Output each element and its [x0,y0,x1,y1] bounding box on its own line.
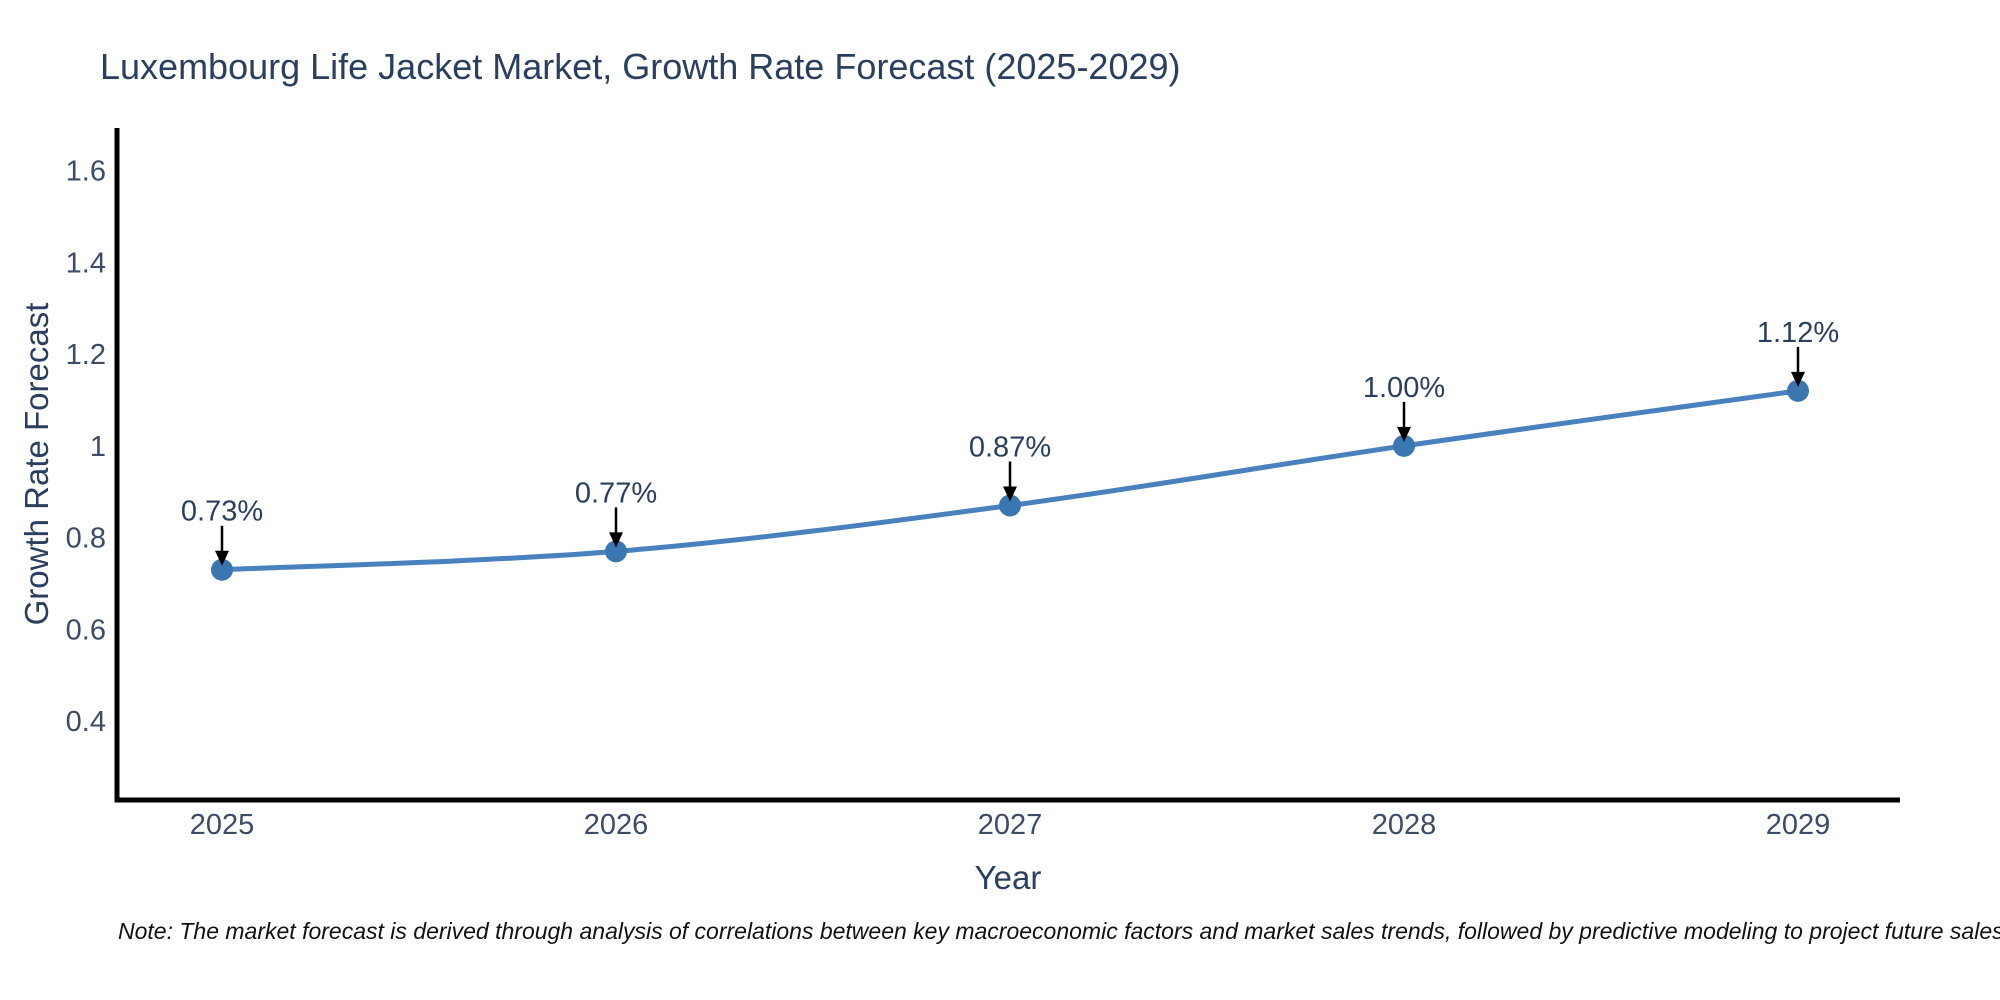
y-axis-title: Growth Rate Forecast [18,302,55,626]
axis-lines [114,128,1900,803]
y-tick-label-1.2: 1.2 [66,339,106,371]
y-tick-label-0.6: 0.6 [66,614,106,646]
annotation-arrowhead-2026 [609,532,623,548]
data-point-2029[interactable] [1787,379,1809,402]
point-annotation-2026: 0.77% [575,477,657,509]
data-point-2025[interactable] [211,558,233,581]
x-tick-label-2028: 2028 [1372,809,1437,841]
data-point-2026[interactable] [605,540,627,563]
point-annotation-2027: 0.87% [969,432,1051,464]
annotation-arrowhead-2029 [1791,371,1805,387]
y-tick-label-1.4: 1.4 [66,247,106,279]
y-tick-label-1.6: 1.6 [66,156,106,188]
footnote: Note: The market forecast is derived thr… [118,918,2000,944]
y-tick-label-1: 1 [90,431,106,463]
point-annotation-2029: 1.12% [1757,317,1839,349]
point-annotation-2028: 1.00% [1363,372,1445,404]
x-tick-label-2026: 2026 [584,809,649,841]
x-tick-label-2025: 2025 [190,809,255,841]
annotation-arrowhead-2025 [215,550,229,566]
data-point-2027[interactable] [999,494,1021,517]
x-axis-title: Year [974,859,1042,896]
chart-title: Luxembourg Life Jacket Market, Growth Ra… [100,46,1181,87]
x-tick-label-2027: 2027 [978,809,1043,841]
y-tick-label-0.4: 0.4 [66,706,106,738]
x-tick-label-2029: 2029 [1766,809,1831,841]
point-annotation-2025: 0.73% [181,496,263,528]
data-point-2028[interactable] [1393,434,1415,457]
annotation-arrowhead-2027 [1003,486,1017,502]
annotation-arrowhead-2028 [1397,426,1411,442]
y-tick-label-0.8: 0.8 [66,523,106,555]
